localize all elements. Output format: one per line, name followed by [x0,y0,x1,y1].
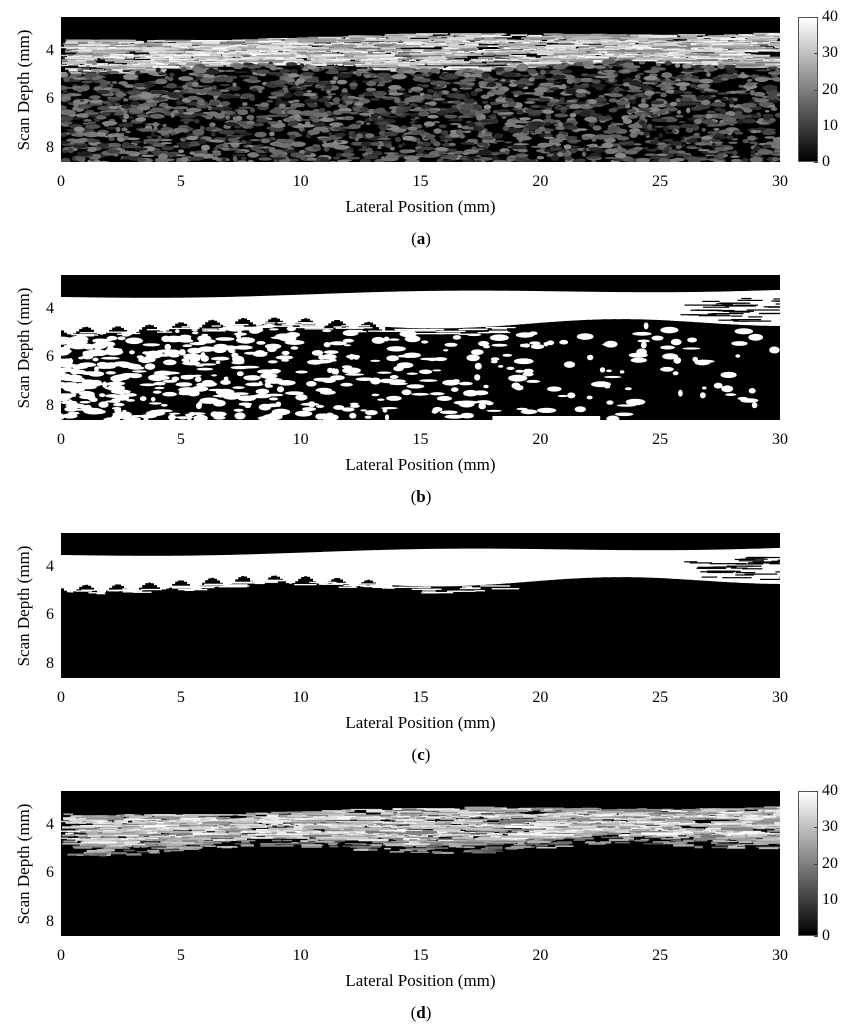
x-tick-label: 20 [532,947,549,964]
image-texture [61,289,780,420]
colorbar-tick-mark [814,89,818,91]
x-tick-label: 15 [412,431,429,448]
colorbar-tick-label: 40 [822,782,838,799]
y-axis-label: Scan Depth (mm) [14,275,34,420]
panel-caption: (d) [410,1003,432,1022]
colorbar-tick-label: 20 [822,80,838,98]
panel-caption: (b) [410,487,432,506]
image-texture [61,32,780,162]
x-tick-label: 15 [412,689,429,706]
y-axis-label: Scan Depth (mm) [14,791,34,936]
x-tick-label: 10 [292,947,309,964]
x-tick-label: 15 [412,173,429,190]
colorbar-tick-mark [814,936,818,937]
colorbar-tick-mark [814,53,818,55]
x-tick-label: 30 [772,689,788,706]
x-tick-label: 15 [412,947,429,964]
x-tick-label: 25 [652,947,669,964]
ultrasound-image [61,17,780,162]
x-tick-label: 5 [176,431,185,448]
y-tick-label: 6 [46,90,54,108]
colorbar-tick-mark [814,827,818,829]
y-tick-label: 4 [46,41,54,59]
y-axis-label-text: Scan Depth (mm) [14,287,33,408]
y-tick-label: 8 [46,912,54,930]
x-tick-label: 25 [652,689,669,706]
panel-caption-letter: c [417,745,425,764]
colorbar-tick-mark [814,863,818,865]
x-tick-label: 25 [652,173,669,190]
colorbar-tick-mark [814,125,818,127]
colorbar-tick-label: 20 [822,854,838,872]
x-tick-label: 20 [532,173,549,190]
y-tick-label: 6 [46,864,54,882]
x-tick-label: 10 [292,173,309,190]
colorbar-tick-label: 30 [822,44,838,62]
x-tick-label: 20 [532,689,549,706]
plot-area [61,791,780,936]
y-axis-label-text: Scan Depth (mm) [14,29,33,150]
y-axis-label-text: Scan Depth (mm) [14,545,33,666]
x-tick-label: 5 [176,173,185,190]
ultrasound-image [61,533,780,678]
x-tick-label: 10 [292,431,309,448]
y-axis-label: Scan Depth (mm) [14,533,34,678]
y-axis-label: Scan Depth (mm) [14,17,34,162]
plot-area [61,275,780,420]
colorbar-tick-label: 10 [822,890,838,908]
panel-caption: (c) [411,745,431,764]
y-tick-label: 4 [46,557,54,575]
x-tick-label: 0 [57,173,65,190]
x-axis-label: Lateral Position (mm) [345,713,496,732]
y-tick-label: 8 [46,138,54,156]
ultrasound-image [61,791,780,936]
colorbar-tick-mark [814,162,818,163]
x-tick-label: 0 [57,689,65,706]
colorbar-tick-mark [814,791,818,792]
x-tick-label: 0 [57,431,65,448]
ultrasound-image [61,275,780,420]
x-tick-label: 30 [772,173,788,190]
colorbar-tick-label: 40 [822,8,838,25]
plot-area [61,17,780,162]
plot-area [61,533,780,678]
x-tick-label: 5 [176,689,185,706]
colorbar-tick-mark [814,17,818,18]
colorbar-tick-label: 0 [822,927,830,944]
panel-caption: (a) [411,229,431,248]
x-tick-label: 5 [176,947,185,964]
y-tick-label: 8 [46,654,54,672]
x-axis-label: Lateral Position (mm) [345,971,496,990]
panel-caption-letter: d [416,1003,426,1022]
y-tick-label: 4 [46,815,54,833]
x-axis-label: Lateral Position (mm) [345,455,496,474]
x-tick-label: 10 [292,689,309,706]
y-tick-label: 6 [46,348,54,366]
x-tick-label: 20 [532,431,549,448]
y-tick-label: 6 [46,606,54,624]
colorbar-tick-label: 30 [822,818,838,836]
x-tick-label: 0 [57,947,65,964]
x-axis-label: Lateral Position (mm) [345,197,496,216]
y-tick-label: 4 [46,299,54,317]
y-tick-label: 8 [46,396,54,414]
image-texture [61,547,780,595]
x-tick-label: 30 [772,431,788,448]
x-tick-label: 30 [772,947,788,964]
panel-caption-letter: a [416,229,426,248]
colorbar-tick-label: 0 [822,153,830,170]
image-texture [61,806,780,857]
panel-caption-letter: b [416,487,426,506]
colorbar-tick-mark [814,899,818,901]
y-axis-label-text: Scan Depth (mm) [14,803,33,924]
colorbar-tick-label: 10 [822,116,838,134]
x-tick-label: 25 [652,431,669,448]
